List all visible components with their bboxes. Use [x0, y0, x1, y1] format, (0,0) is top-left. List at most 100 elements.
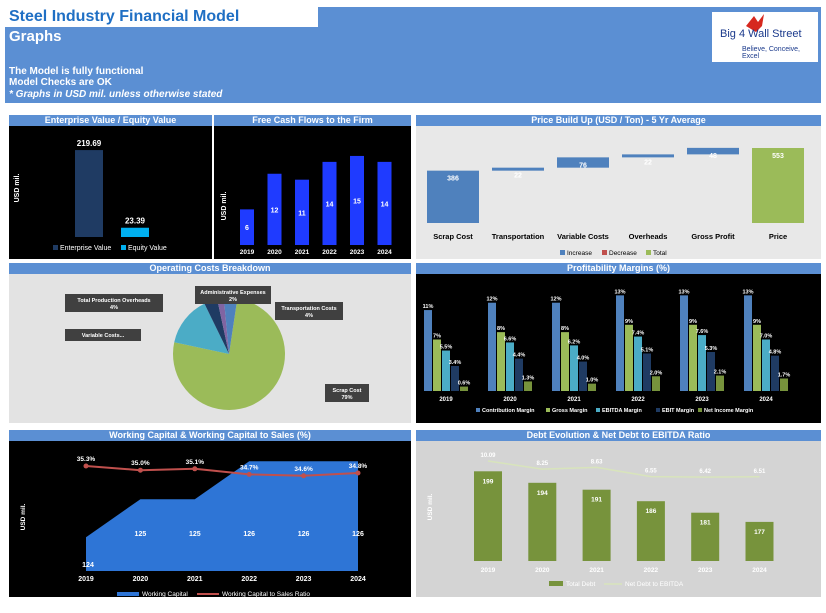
margins-legend-swatch — [546, 408, 550, 412]
margin-bar — [753, 324, 761, 391]
margin-bar — [515, 358, 523, 391]
price-bar — [492, 167, 544, 171]
pie-callout-box — [195, 286, 271, 304]
ev-panel: Enterprise Value / Equity Value 219.69 23… — [9, 115, 212, 259]
wc-ratio-point — [83, 463, 89, 469]
ev-bar-label: 219.69 — [77, 139, 102, 148]
pie-callout-label: Variable Costs... — [82, 333, 125, 339]
margin-bar — [689, 324, 697, 391]
debt-x-tick: 2023 — [698, 567, 713, 574]
margins-chart: 11% 7% 5.5% 3.4% 0.6% 2019 12% 8% 6.6% 4.4% 1.3% 20… — [416, 274, 821, 423]
pie-callout-box — [325, 384, 369, 402]
fcf-bar-label: 11 — [298, 210, 306, 217]
margin-bar-label: 4.0% — [577, 356, 590, 362]
wc-ratio-line — [85, 465, 359, 477]
fcf-x-tick: 2023 — [350, 249, 365, 256]
pie-slice — [217, 298, 229, 354]
pie-callout-value: 79% — [341, 395, 352, 401]
wc-ratio-point — [355, 470, 361, 476]
margin-bar — [634, 336, 642, 391]
margin-bar-label: 6.6% — [504, 336, 517, 342]
fcf-bar — [295, 179, 309, 245]
debt-ratio-label: 8.25 — [536, 461, 548, 467]
margin-bar — [780, 378, 788, 391]
debt-bar-label: 177 — [754, 529, 765, 536]
ev-title: Enterprise Value / Equity Value — [9, 115, 212, 126]
pie-callout-box — [65, 294, 163, 312]
fcf-chart: USD mil. 6 2019 12 2020 11 2021 14 2022 15 2023 14 2… — [214, 126, 411, 259]
fcf-bar — [377, 161, 392, 245]
wc-x-tick: 2024 — [350, 576, 366, 583]
pie-callout-value: 4% — [110, 305, 118, 311]
fcf-bar-label: 14 — [326, 201, 334, 208]
wc-ratio-label: 34.7% — [240, 464, 259, 471]
margin-bar — [716, 375, 724, 391]
price-x-tick: Gross Profit — [691, 232, 735, 241]
fcf-bar — [322, 161, 337, 245]
wc-x-tick: 2020 — [133, 576, 149, 583]
opcosts-panel: Operating Costs Breakdown Scrap Cost 79% V… — [9, 263, 411, 423]
margin-bar — [552, 302, 560, 391]
fcf-bar — [350, 155, 364, 245]
wc-ratio-point — [246, 471, 252, 477]
wc-area-label: 125 — [189, 531, 201, 538]
wc-ratio-label: 34.8% — [349, 463, 368, 470]
margin-bar — [698, 335, 706, 391]
ev-bar — [75, 150, 103, 237]
wc-area-label: 125 — [135, 531, 147, 538]
wc-panel: Working Capital & Working Capital to Sal… — [9, 430, 411, 597]
fcf-bar-label: 15 — [353, 198, 361, 205]
margin-bar — [707, 352, 715, 391]
price-legend-label: Total — [653, 250, 667, 257]
margin-bar-label: 7.6% — [696, 329, 709, 335]
header-banner: Steel Industry Financial Model Graphs Th… — [5, 7, 821, 103]
margins-legend-swatch — [596, 408, 600, 412]
ev-legend-swatch — [53, 245, 58, 250]
margin-bar — [643, 353, 651, 391]
margin-bar-label: 12% — [550, 297, 561, 303]
margins-legend-label: Net Income Margin — [704, 408, 754, 414]
price-legend-swatch — [602, 250, 607, 255]
debt-ylabel: USD mil. — [427, 493, 434, 520]
pie-slice — [173, 298, 286, 410]
price-x-tick: Overheads — [629, 232, 668, 241]
margin-bar — [451, 365, 459, 391]
margin-bar — [652, 376, 660, 391]
margin-bar-label: 2.1% — [714, 370, 727, 376]
debt-ratio-label: 8.63 — [591, 459, 603, 465]
margins-panel: Profitability Margins (%) 11% 7% 5.5% 3.4% 0… — [416, 263, 821, 423]
pie-slice — [204, 299, 229, 354]
margin-bar-label: 8% — [497, 326, 505, 332]
margin-bar-label: 0.6% — [458, 381, 471, 387]
margin-bar — [588, 383, 596, 391]
wc-ratio-point — [301, 473, 307, 479]
margin-bar — [442, 350, 450, 391]
debt-legend-label: Total Debt — [566, 581, 595, 588]
logo-tagline: Believe, Conceive, Excel — [742, 46, 800, 60]
price-x-tick: Transportation — [492, 232, 545, 241]
margin-bar — [771, 355, 779, 391]
margin-bar-label: 13% — [742, 289, 753, 295]
fcf-title: Free Cash Flows to the Firm — [214, 115, 411, 126]
status-note-functional: The Model is fully functional — [9, 66, 144, 77]
debt-legend-swatch — [549, 581, 563, 586]
wc-title: Working Capital & Working Capital to Sal… — [9, 430, 411, 441]
margins-x-tick: 2021 — [567, 397, 581, 403]
margins-x-tick: 2019 — [439, 397, 453, 403]
margin-bar-label: 1.3% — [522, 375, 535, 381]
margin-bar-label: 9% — [753, 319, 761, 325]
price-bar-label: 22 — [644, 159, 652, 166]
margin-bar-label: 7.4% — [632, 331, 645, 337]
price-bar — [687, 147, 739, 155]
margins-legend-swatch — [656, 408, 660, 412]
price-bar — [622, 154, 674, 158]
margin-bar-label: 7.0% — [760, 334, 773, 340]
debt-ratio-label: 6.55 — [645, 469, 657, 475]
margin-bar — [460, 386, 468, 391]
price-title: Price Build Up (USD / Ton) - 5 Yr Averag… — [416, 115, 821, 126]
margin-bar — [680, 295, 688, 391]
margin-bar — [616, 295, 624, 391]
ev-ylabel: USD mil. — [14, 174, 21, 203]
debt-x-tick: 2019 — [481, 567, 496, 574]
price-bar-label: 22 — [514, 173, 522, 180]
